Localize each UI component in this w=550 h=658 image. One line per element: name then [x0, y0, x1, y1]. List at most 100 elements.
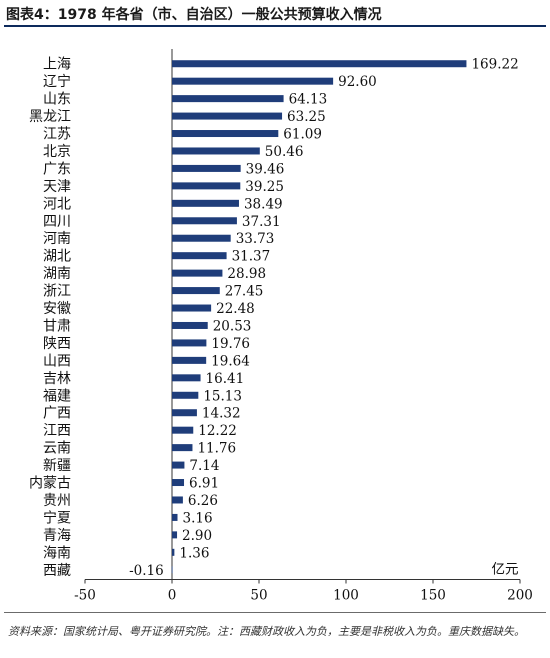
category-label: 山西: [43, 353, 71, 369]
data-label: 7.14: [189, 458, 219, 474]
data-label: 20.53: [213, 318, 252, 334]
bar: [172, 548, 175, 556]
bar: [172, 60, 467, 68]
bar: [172, 461, 185, 469]
bar: [172, 321, 208, 329]
category-label: 西藏: [43, 563, 71, 579]
data-label: 39.25: [245, 179, 284, 195]
data-label: 2.90: [182, 528, 212, 544]
data-label: 6.91: [189, 476, 219, 492]
category-label: 云南: [43, 441, 71, 457]
bar: [172, 182, 241, 190]
chart-title: 图表4：1978 年各省（市、自治区）一般公共预算收入情况: [6, 7, 382, 23]
data-label: -0.16: [129, 563, 164, 579]
category-label: 浙江: [43, 284, 71, 300]
data-label: 64.13: [289, 92, 328, 108]
bar: [172, 426, 194, 434]
data-label: 11.76: [197, 441, 236, 457]
title-rule: [4, 25, 546, 27]
bar: [172, 130, 279, 138]
bar: [171, 566, 173, 574]
data-label: 28.98: [227, 266, 266, 282]
category-label: 辽宁: [43, 73, 71, 90]
category-label: 黑龙江: [29, 109, 71, 125]
bar: [172, 479, 185, 487]
data-label: 14.32: [202, 406, 241, 422]
category-label: 湖南: [43, 266, 71, 282]
category-label: 江苏: [43, 127, 71, 143]
category-label: 河南: [43, 231, 71, 247]
data-label: 50.46: [265, 144, 304, 160]
bar: [172, 444, 193, 452]
category-label: 吉林: [43, 371, 71, 387]
data-label: 22.48: [216, 301, 255, 317]
category-label: 陕西: [43, 336, 71, 352]
bar: [172, 531, 178, 539]
bar: [172, 496, 183, 504]
bar: [172, 199, 239, 207]
bar: [172, 513, 178, 521]
bar: [172, 77, 334, 85]
category-label: 湖北: [43, 249, 71, 265]
bar: [172, 391, 199, 399]
source-note: 资料来源：国家统计局、粤开证券研究院。注：西藏财政收入为负，主要是非税收入为负。…: [8, 625, 525, 638]
category-label: 广东: [43, 161, 71, 177]
category-label: 内蒙古: [29, 476, 71, 492]
category-label: 天津: [43, 179, 71, 195]
bar-chart: 上海 169.22 辽宁 92.60 山东 64.13 黑龙江 63.25 江苏 61.09 北京 5…: [29, 49, 533, 604]
category-label: 山东: [43, 92, 71, 108]
category-label: 北京: [43, 144, 71, 160]
bar: [172, 217, 237, 225]
x-tick-label: -50: [74, 588, 96, 604]
category-label: 宁夏: [43, 509, 71, 526]
data-label: 92.60: [338, 74, 377, 90]
bar: [172, 287, 220, 295]
bar: [172, 234, 231, 242]
data-label: 3.16: [182, 510, 212, 526]
bar: [172, 356, 207, 364]
data-label: 37.31: [242, 214, 281, 230]
category-label: 青海: [43, 528, 71, 544]
bar: [172, 374, 201, 382]
category-label: 贵州: [43, 493, 71, 509]
category-label: 甘肃: [43, 318, 71, 334]
data-label: 16.41: [206, 371, 245, 387]
category-label: 河北: [43, 196, 71, 212]
footer-rule: [4, 612, 546, 613]
data-label: 169.22: [471, 57, 518, 73]
data-label: 31.37: [232, 249, 271, 265]
bar: [172, 112, 283, 120]
category-label: 海南: [43, 545, 71, 561]
category-label: 上海: [43, 57, 71, 73]
bar: [172, 269, 223, 277]
data-label: 6.26: [188, 493, 218, 509]
data-label: 63.25: [287, 109, 326, 125]
data-label: 1.36: [179, 545, 209, 561]
bar: [172, 304, 212, 312]
x-tick-label: 0: [168, 588, 177, 604]
x-tick-label: 200: [507, 588, 533, 604]
data-label: 33.73: [236, 231, 275, 247]
category-label: 新疆: [43, 458, 71, 474]
bar: [172, 409, 197, 417]
category-label: 安徽: [43, 301, 71, 317]
data-label: 15.13: [203, 388, 242, 404]
bar: [172, 252, 227, 260]
bar: [172, 147, 260, 155]
data-label: 38.49: [244, 196, 283, 212]
data-label: 39.46: [246, 161, 285, 177]
data-label: 19.64: [211, 353, 250, 369]
x-tick-label: 50: [250, 588, 267, 604]
bar: [172, 339, 207, 347]
data-label: 12.22: [198, 423, 237, 439]
data-label: 19.76: [211, 336, 250, 352]
x-tick-label: 150: [420, 588, 446, 604]
category-label: 四川: [43, 214, 71, 230]
data-label: 27.45: [225, 284, 264, 300]
bar: [172, 95, 284, 103]
category-label: 广西: [43, 406, 71, 422]
category-label: 福建: [43, 388, 71, 404]
x-tick-label: 100: [333, 588, 359, 604]
bar: [172, 164, 241, 172]
data-label: 61.09: [283, 127, 322, 143]
